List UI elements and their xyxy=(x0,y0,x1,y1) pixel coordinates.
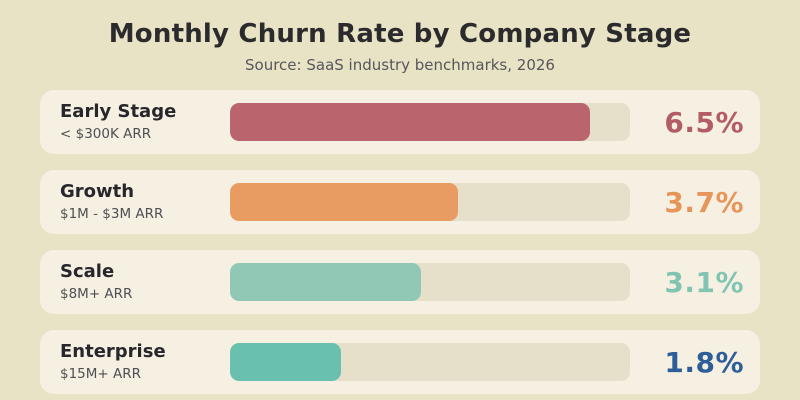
value-label: 1.8% xyxy=(664,345,744,379)
bar-track xyxy=(230,103,630,141)
bar-fill xyxy=(230,103,590,141)
bar-fill xyxy=(230,183,458,221)
bar-track xyxy=(230,343,630,381)
chart-subtitle: Source: SaaS industry benchmarks, 2026 xyxy=(245,55,555,74)
row-early-stage: Early Stage < $300K ARR 6.5% xyxy=(40,90,760,154)
category-sublabel: $15M+ ARR xyxy=(60,366,142,383)
bar-fill xyxy=(230,343,341,381)
category-label-block: Early Stage < $300K ARR xyxy=(60,100,230,143)
category-sublabel: $1M - $3M ARR xyxy=(60,206,164,223)
category-label-block: Scale $8M+ ARR xyxy=(60,260,230,303)
category-label: Early Stage xyxy=(60,100,177,122)
category-label: Growth xyxy=(60,180,135,202)
chart-header: Monthly Churn Rate by Company Stage Sour… xyxy=(0,0,800,90)
category-sublabel: < $300K ARR xyxy=(60,126,152,143)
bar-chart: Early Stage < $300K ARR 6.5% Growth $1M … xyxy=(40,90,760,394)
category-label-block: Enterprise $15M+ ARR xyxy=(60,340,230,383)
category-label: Scale xyxy=(60,260,115,282)
row-growth: Growth $1M - $3M ARR 3.7% xyxy=(40,170,760,234)
bar-track xyxy=(230,183,630,221)
bar-track xyxy=(230,263,630,301)
value-label: 3.7% xyxy=(664,185,744,219)
category-label-block: Growth $1M - $3M ARR xyxy=(60,180,230,223)
value-label: 3.1% xyxy=(664,265,744,299)
row-scale: Scale $8M+ ARR 3.1% xyxy=(40,250,760,314)
category-label: Enterprise xyxy=(60,340,166,362)
row-enterprise: Enterprise $15M+ ARR 1.8% xyxy=(40,330,760,394)
category-sublabel: $8M+ ARR xyxy=(60,286,133,303)
chart-title: Monthly Churn Rate by Company Stage xyxy=(108,18,692,49)
value-label: 6.5% xyxy=(664,105,744,139)
bar-fill xyxy=(230,263,421,301)
